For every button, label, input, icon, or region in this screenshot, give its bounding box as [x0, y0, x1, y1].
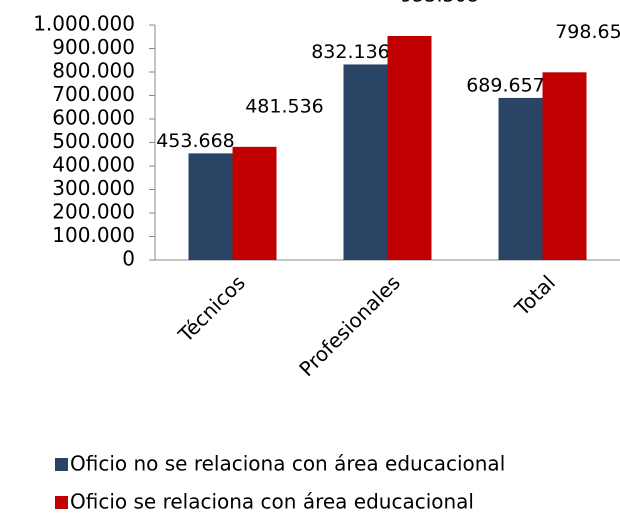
bar [343, 64, 388, 261]
y-tick-label: 100.000 [52, 223, 135, 247]
value-label: 953.308 [400, 0, 479, 6]
bar [188, 153, 233, 260]
y-tick-label: 1.000.000 [33, 12, 135, 36]
value-label: 689.657 [466, 74, 545, 96]
legend-swatch [55, 496, 68, 509]
y-tick-label: 600.000 [52, 106, 135, 130]
y-tick-label: 300.000 [52, 176, 135, 200]
y-tick-label: 700.000 [52, 82, 135, 106]
value-label: 481.536 [245, 95, 324, 117]
y-tick-label: 500.000 [52, 129, 135, 153]
legend-swatch [55, 458, 68, 471]
y-tick-label: 0 [122, 247, 135, 271]
bar [542, 72, 587, 260]
legend-label: Oficio se relaciona con área educacional [70, 490, 474, 514]
x-tick-label: Técnicos [173, 270, 250, 347]
y-tick-label: 200.000 [52, 200, 135, 224]
y-tick-label: 400.000 [52, 153, 135, 177]
value-label: 798.658 [555, 21, 620, 43]
value-label: 832.136 [311, 41, 390, 63]
bar [232, 146, 277, 260]
legend-label: Oficio no se relaciona con área educacio… [70, 452, 505, 476]
y-tick-label: 800.000 [52, 59, 135, 83]
x-tick-label: Total [509, 270, 560, 321]
x-tick-label: Profesionales [294, 270, 405, 381]
bar [387, 35, 432, 260]
y-tick-label: 900.000 [52, 35, 135, 59]
value-label: 453.668 [156, 130, 235, 152]
bar [498, 97, 543, 260]
